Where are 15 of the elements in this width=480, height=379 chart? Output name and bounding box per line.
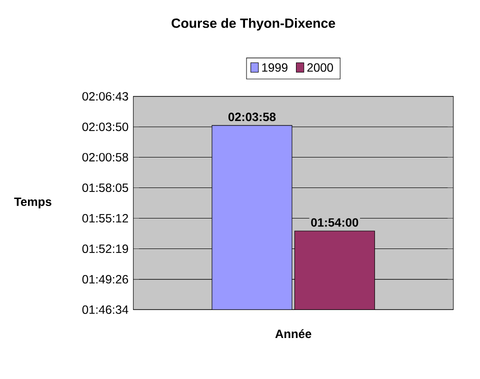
- data-label: 01:54:00: [311, 218, 358, 227]
- y-tick-label: 01:49:26: [82, 275, 128, 284]
- y-tick-label: 01:58:05: [82, 183, 128, 192]
- chart-title: Course de Thyon-Dixence: [172, 18, 336, 31]
- data-label: 02:03:58: [228, 112, 276, 122]
- legend-label: 2000: [307, 63, 334, 72]
- y-tick-label: 02:00:58: [82, 152, 128, 162]
- y-tick-label: 02:06:43: [82, 92, 128, 101]
- y-tick-label: 01:52:19: [82, 244, 128, 254]
- y-tick-label: 02:03:50: [82, 122, 128, 132]
- y-tick-label: 01:55:12: [82, 214, 128, 223]
- y-tick-label: 01:46:34: [82, 305, 128, 314]
- x-axis-title: Année: [275, 329, 312, 338]
- legend-label: 1999: [262, 63, 288, 72]
- y-axis-title: Temps: [14, 198, 52, 208]
